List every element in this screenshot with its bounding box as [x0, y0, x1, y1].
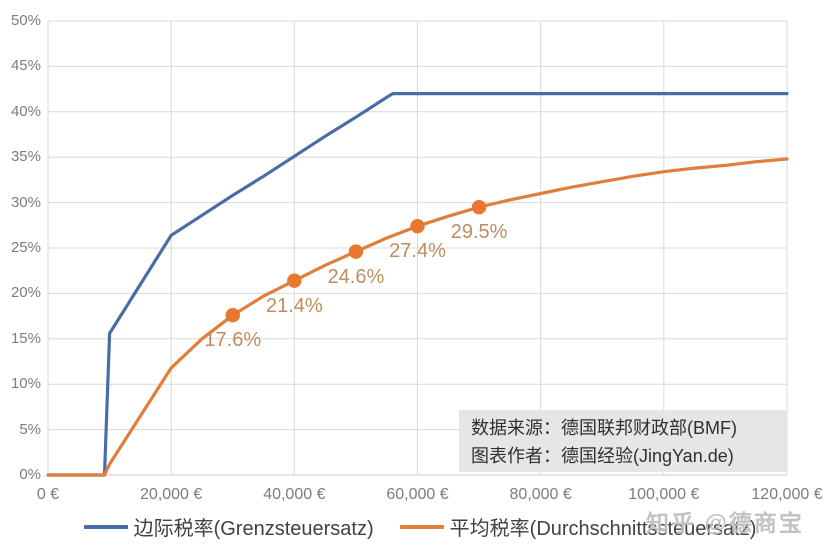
zhihu-watermark: 知乎 @德商宝 — [646, 510, 804, 536]
y-axis-tick-label: 0% — [19, 466, 41, 483]
x-axis-tick-label: 40,000 € — [263, 486, 326, 503]
y-axis-tick-label: 40% — [10, 102, 41, 120]
x-axis-tick-label: 60,000 € — [386, 486, 449, 503]
legend-item-average-rate: 平均税率(Durchschnittssteuersatz) — [399, 512, 757, 541]
data-point-label: 21.4% — [265, 294, 323, 317]
data-point-marker — [410, 219, 425, 234]
legend-label-average-rate: 平均税率(Durchschnittssteuersatz) — [449, 518, 757, 540]
legend-label-marginal-rate: 边际税率(Grenzsteuersatz) — [133, 518, 374, 540]
chart-legend: 边际税率(Grenzsteuersatz) 平均税率(Durchschnitts… — [0, 512, 840, 541]
source-line: 数据来源：德国联邦财政部(BMF) — [471, 418, 737, 438]
y-axis-tick-label: 10% — [10, 375, 41, 393]
y-axis-tick-label: 15% — [10, 329, 41, 347]
data-point-label: 27.4% — [389, 240, 446, 263]
y-axis-tick-label: 35% — [10, 148, 41, 166]
x-axis-tick-label: 20,000 € — [140, 486, 203, 503]
y-axis-tick-label: 5% — [19, 420, 41, 438]
x-axis-tick-label: 0 € — [36, 486, 60, 503]
legend-item-marginal-rate: 边际税率(Grenzsteuersatz) — [83, 512, 374, 541]
x-axis-tick-label: 80,000 € — [509, 486, 572, 503]
data-point-marker — [225, 307, 240, 323]
y-axis-tick-label: 50% — [10, 12, 41, 29]
data-point-label: 17.6% — [204, 329, 262, 352]
legend-line-swatch-orange — [399, 524, 444, 529]
data-point-marker — [348, 244, 364, 259]
y-axis-tick-label: 45% — [10, 57, 41, 75]
legend-line-swatch-blue — [83, 524, 128, 529]
x-axis-tick-label: 100,000 € — [628, 486, 700, 503]
data-point-marker — [287, 273, 302, 288]
author-line: 图表作者：德国经验(JingYan.de) — [471, 446, 734, 466]
y-axis-tick-label: 30% — [10, 193, 41, 211]
y-axis-tick-label: 20% — [10, 284, 41, 302]
data-point-label: 29.5% — [450, 221, 508, 244]
series-line-0 — [46, 91, 789, 477]
data-point-marker — [471, 199, 487, 215]
x-axis-tick-label: 120,000 € — [751, 486, 823, 503]
y-axis-tick-label: 25% — [10, 239, 41, 256]
source-attribution-box: 数据来源：德国联邦财政部(BMF) 图表作者：德国经验(JingYan.de) — [459, 410, 787, 472]
data-point-label: 24.6% — [327, 265, 385, 288]
